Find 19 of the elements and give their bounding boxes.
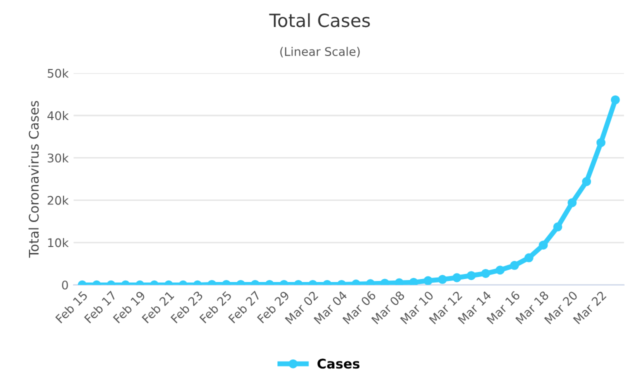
point [596, 138, 606, 148]
y-tick-label: 20k [48, 196, 69, 205]
y-tick-label: 40k [47, 111, 69, 120]
point [524, 253, 534, 262]
point [409, 278, 418, 285]
point [394, 278, 404, 285]
y-tick-label: 0 [62, 280, 68, 290]
y-axis-title: Total Coronavirus Cases [28, 100, 39, 258]
y-tick-label: 30k [48, 153, 69, 163]
point [568, 198, 577, 208]
chart-subtitle: (Linear Scale) [280, 46, 360, 58]
legend-label: Cases [318, 358, 360, 369]
chart-title: Total Cases [269, 13, 370, 28]
y-tick-label: 10k [48, 238, 69, 248]
point [538, 240, 548, 250]
point [553, 222, 562, 232]
point [510, 260, 520, 270]
point [582, 177, 592, 186]
y-tick-label: 50k [48, 68, 69, 78]
